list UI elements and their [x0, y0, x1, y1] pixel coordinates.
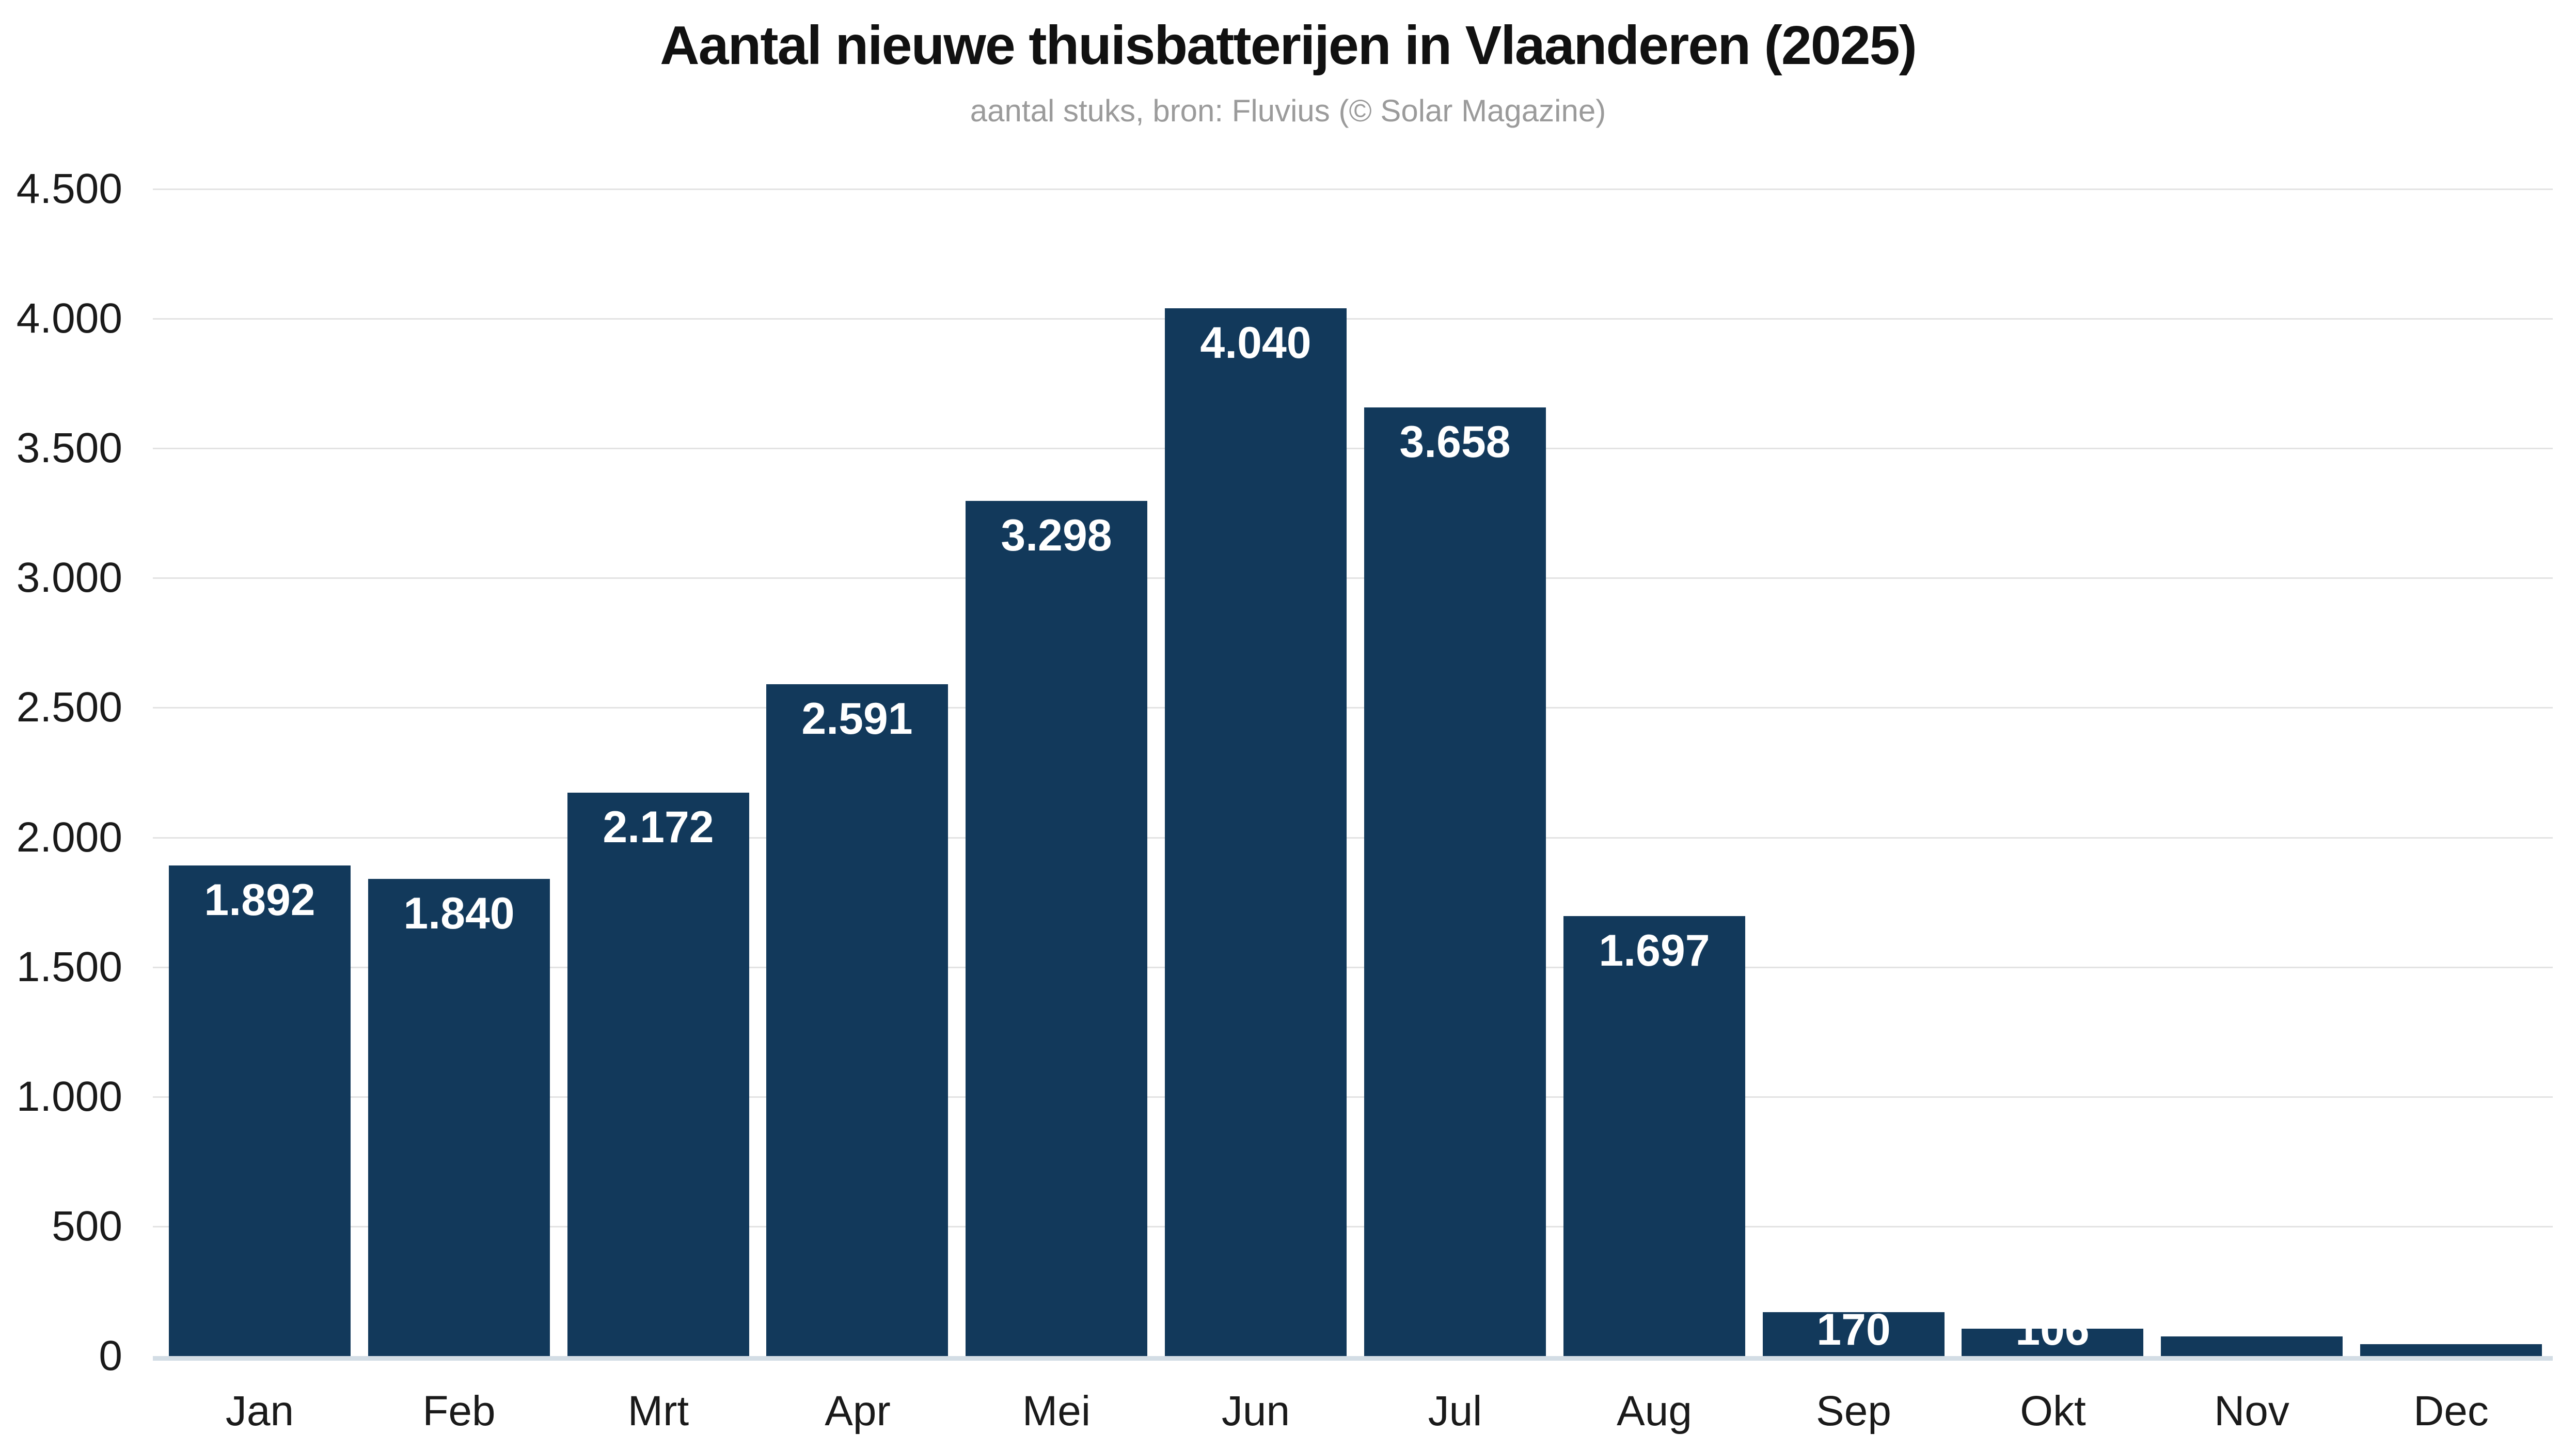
bar-feb: 1.840 — [368, 879, 550, 1356]
y-axis-tick-label: 4.000 — [16, 295, 122, 342]
bar-jan: 1.892 — [169, 865, 351, 1356]
bar-dec — [2360, 1344, 2542, 1356]
bar-value-label-mrt: 2.172 — [603, 802, 714, 852]
y-axis-tick-label: 4.500 — [16, 165, 122, 212]
gridline — [153, 1226, 2553, 1227]
x-axis-label-nov: Nov — [2214, 1388, 2289, 1435]
y-axis-tick-label: 2.000 — [16, 814, 122, 861]
y-axis-tick-label: 500 — [52, 1203, 122, 1250]
y-axis-tick-label: 0 — [99, 1332, 122, 1379]
y-axis-tick-label: 2.500 — [16, 684, 122, 731]
bar-value-label-feb: 1.840 — [403, 889, 515, 938]
chart-title: Aantal nieuwe thuisbatterijen in Vlaande… — [660, 15, 1917, 76]
x-axis-label-jan: Jan — [225, 1388, 294, 1435]
bar-sep: 170 — [1763, 1308, 1945, 1356]
bar-value-label-jul: 3.658 — [1399, 417, 1511, 467]
y-axis-tick-label: 3.500 — [16, 424, 122, 471]
gridline — [153, 707, 2553, 708]
bar-apr: 2.591 — [766, 684, 948, 1356]
bar-nov — [2161, 1336, 2343, 1356]
y-axis-tick-label: 3.000 — [16, 554, 122, 601]
gridline — [153, 1096, 2553, 1098]
bar-value-label-sep: 170 — [1816, 1305, 1891, 1354]
x-axis-label-mei: Mei — [1022, 1388, 1091, 1435]
x-axis-label-aug: Aug — [1617, 1388, 1692, 1435]
x-axis-label-jun: Jun — [1221, 1388, 1290, 1435]
gridline — [153, 577, 2553, 579]
bar-value-label-jun: 4.040 — [1200, 318, 1311, 368]
bar-mrt: 2.172 — [567, 793, 749, 1356]
bar-mei: 3.298 — [966, 501, 1147, 1356]
x-axis-label-dec: Dec — [2413, 1388, 2489, 1435]
bar-aug: 1.697 — [1563, 916, 1745, 1356]
x-axis-label-okt: Okt — [2020, 1388, 2086, 1435]
gridline — [153, 967, 2553, 968]
y-axis-tick-label: 1.000 — [16, 1073, 122, 1120]
gridline — [153, 448, 2553, 449]
bar-jun: 4.040 — [1165, 308, 1347, 1356]
x-axis-line — [153, 1356, 2553, 1361]
x-axis-label-mrt: Mrt — [627, 1388, 689, 1435]
y-axis-tick-label: 1.500 — [16, 943, 122, 990]
bar-value-label-jan: 1.892 — [204, 875, 315, 925]
x-axis-label-feb: Feb — [422, 1388, 496, 1435]
bar-jul: 3.658 — [1364, 407, 1546, 1356]
chart-subtitle: aantal stuks, bron: Fluvius (© Solar Mag… — [970, 93, 1606, 128]
bar-value-label-mei: 3.298 — [1001, 511, 1112, 560]
gridline — [153, 188, 2553, 190]
bar-value-label-apr: 2.591 — [801, 694, 913, 744]
bar-value-label-okt: 106 — [2015, 1305, 2090, 1354]
x-axis-label-sep: Sep — [1816, 1388, 1891, 1435]
gridline — [153, 837, 2553, 839]
x-axis-label-jul: Jul — [1428, 1388, 1482, 1435]
bar-value-label-aug: 1.697 — [1599, 926, 1710, 975]
bar-okt: 106 — [1962, 1308, 2143, 1356]
gridline — [153, 318, 2553, 320]
x-axis-label-apr: Apr — [825, 1388, 891, 1435]
